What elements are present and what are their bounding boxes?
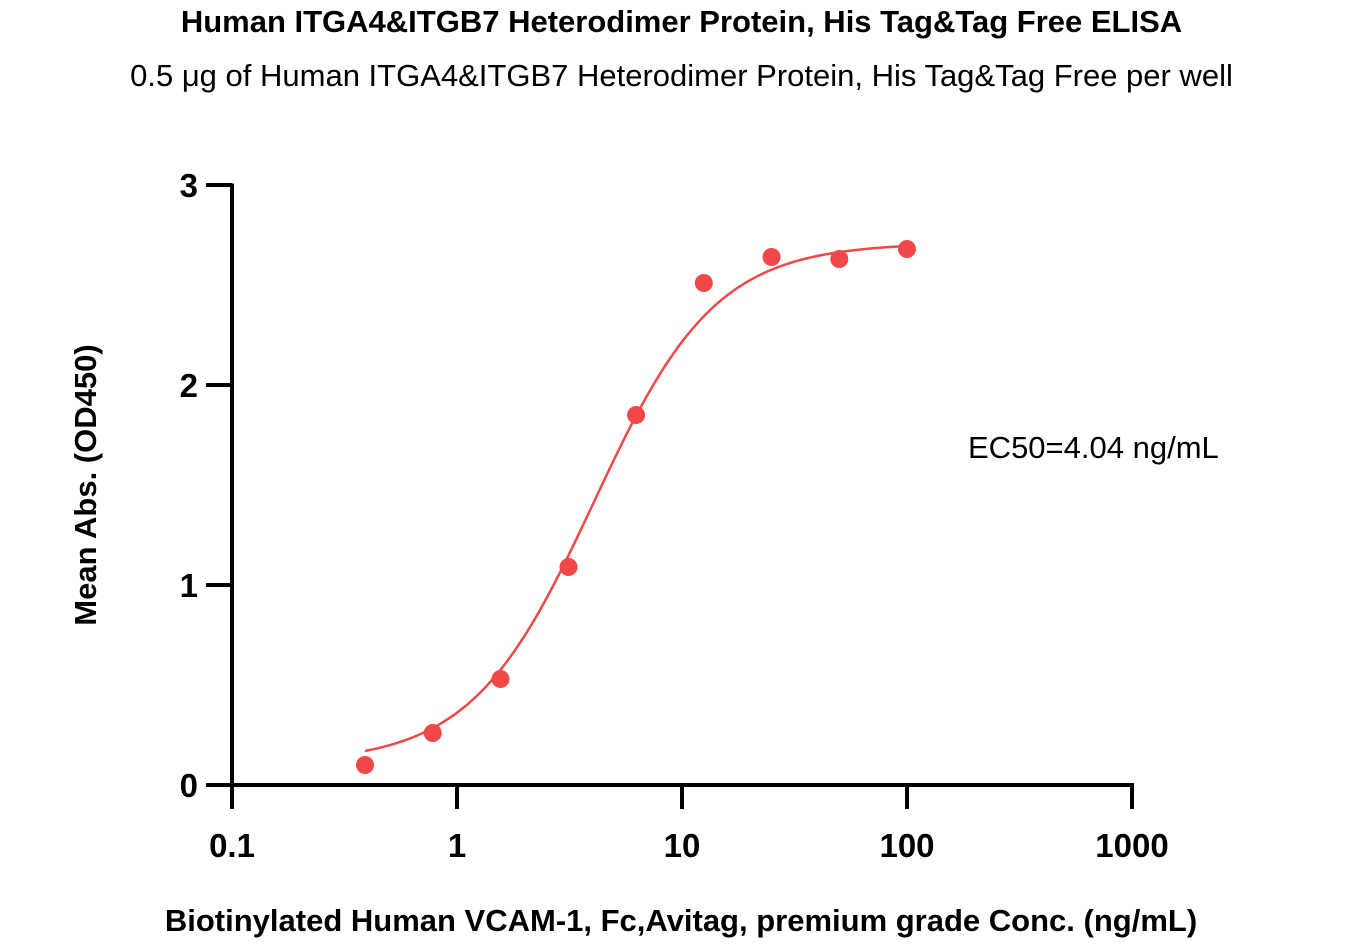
y-tick-label: 2 [180, 367, 198, 404]
data-points [355, 240, 916, 774]
data-point [627, 406, 646, 424]
data-point [694, 274, 713, 292]
x-tick-label: 1000 [1095, 827, 1168, 864]
data-point [423, 724, 442, 742]
data-point [898, 240, 916, 258]
x-axis-title: Biotinylated Human VCAM-1, Fc,Avitag, pr… [165, 903, 1197, 938]
x-tick-label: 10 [664, 827, 701, 864]
data-point [559, 558, 578, 576]
ec50-annotation: EC50=4.04 ng/mL [968, 430, 1219, 465]
y-tick-label: 1 [180, 567, 198, 604]
data-point [491, 670, 510, 688]
x-tick-label: 0.1 [209, 827, 255, 864]
axes: 0 1 2 3 0.1 1 10 100 1000 [180, 167, 1169, 864]
fit-curve-group [364, 244, 908, 753]
y-tick-label: 3 [180, 167, 198, 204]
chart-title: Human ITGA4&ITGB7 Heterodimer Protein, H… [180, 4, 1183, 39]
data-point [762, 248, 781, 266]
y-tick-label: 0 [180, 767, 198, 804]
x-tick-label: 100 [879, 827, 934, 864]
chart-subtitle: 0.5 μg of Human ITGA4&ITGB7 Heterodimer … [130, 58, 1233, 93]
y-axis-title: Mean Abs. (OD450) [68, 344, 103, 625]
data-point [830, 250, 849, 268]
data-point [355, 756, 374, 774]
x-tick-label: 1 [448, 827, 466, 864]
fit-curve [364, 244, 908, 753]
